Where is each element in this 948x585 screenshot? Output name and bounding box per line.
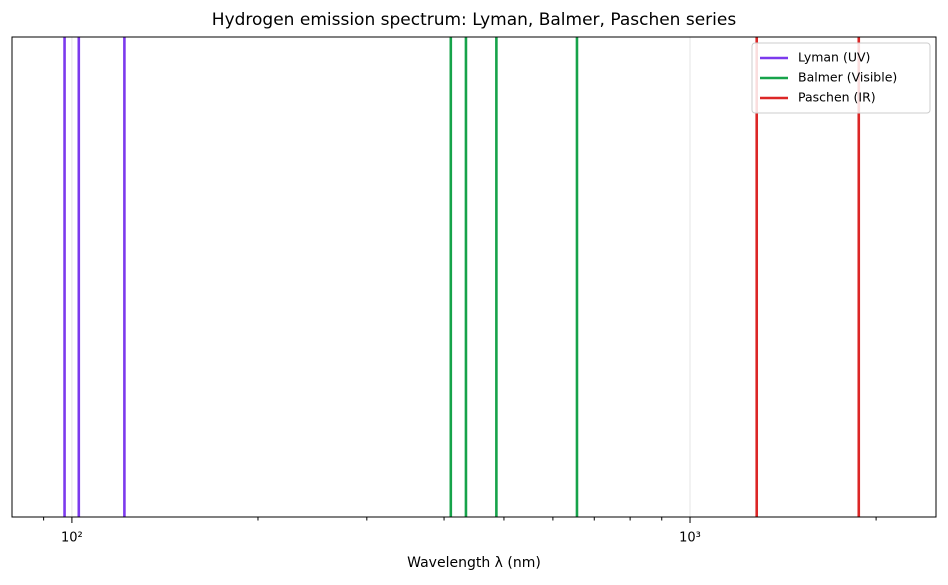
plot-frame (11, 36, 937, 518)
legend-label: Balmer (Visible) (798, 70, 897, 85)
legend-box (751, 42, 931, 114)
chart-title: Hydrogen emission spectrum: Lyman, Balme… (212, 10, 737, 30)
x-tick-label: 10² (61, 531, 83, 546)
x-axis-label: Wavelength λ (nm) (407, 555, 541, 571)
legend-label: Paschen (IR) (798, 90, 876, 105)
x-tick-label: 10³ (679, 531, 701, 546)
legend-label: Lyman (UV) (798, 50, 870, 65)
